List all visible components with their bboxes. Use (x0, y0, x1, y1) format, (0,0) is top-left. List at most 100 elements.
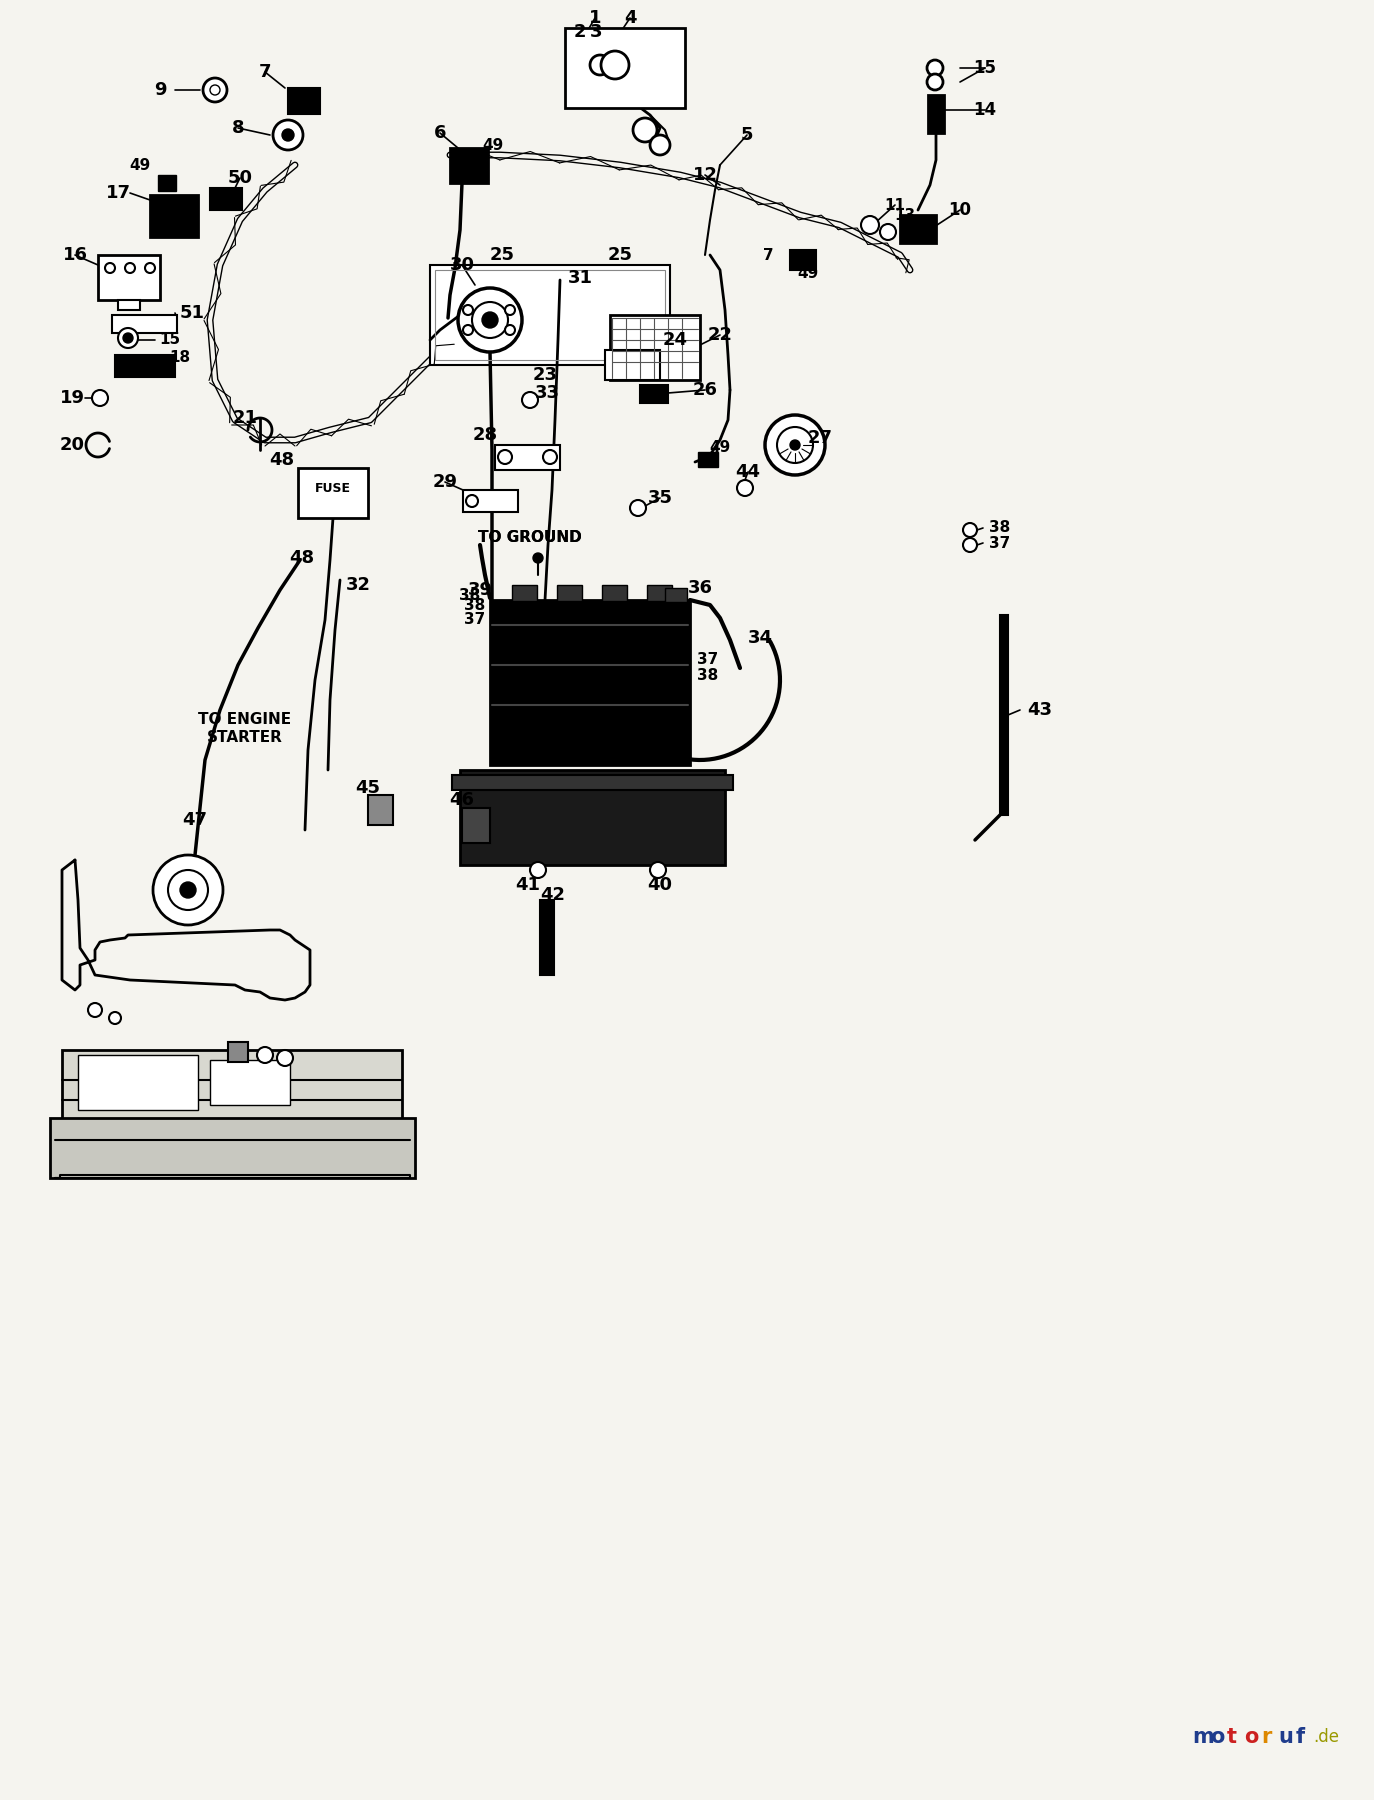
Circle shape (180, 882, 196, 898)
Bar (640, 385, 668, 403)
Text: 30: 30 (449, 256, 474, 274)
Bar (118, 301, 140, 310)
Circle shape (530, 862, 545, 878)
Circle shape (92, 391, 109, 407)
Text: 34: 34 (747, 628, 772, 646)
Text: 36: 36 (687, 580, 713, 598)
Circle shape (278, 1049, 293, 1066)
Circle shape (482, 311, 497, 328)
Text: TO ENGINE: TO ENGINE (198, 713, 291, 727)
Text: 2: 2 (574, 23, 587, 41)
Bar (436, 270, 665, 360)
Text: 3: 3 (589, 23, 602, 41)
Circle shape (631, 500, 646, 517)
Circle shape (879, 223, 896, 239)
Text: u: u (1279, 1726, 1293, 1748)
Text: t: t (1227, 1726, 1237, 1748)
Circle shape (203, 77, 227, 103)
Bar (647, 585, 672, 601)
Circle shape (153, 855, 223, 925)
Text: 48: 48 (269, 452, 294, 470)
Text: 26: 26 (692, 382, 717, 400)
Bar (460, 770, 725, 866)
Text: 13: 13 (894, 207, 915, 223)
Circle shape (533, 553, 543, 563)
Circle shape (466, 495, 478, 508)
Bar (556, 585, 583, 601)
Text: 16: 16 (62, 247, 88, 265)
Circle shape (589, 56, 610, 76)
Bar (462, 808, 491, 842)
Bar (298, 468, 368, 518)
Text: 37: 37 (698, 653, 719, 668)
Text: 38: 38 (989, 520, 1011, 536)
Bar (462, 155, 484, 173)
Circle shape (463, 304, 473, 315)
Text: 11: 11 (885, 198, 905, 212)
Circle shape (473, 302, 508, 338)
Text: 24: 24 (662, 331, 687, 349)
Bar (540, 900, 554, 976)
Text: 48: 48 (290, 549, 315, 567)
Circle shape (463, 326, 473, 335)
Text: 18: 18 (169, 351, 191, 365)
Bar (430, 265, 671, 365)
Bar (78, 1055, 198, 1111)
Bar (158, 175, 176, 191)
Text: FUSE: FUSE (315, 481, 350, 495)
Text: 14: 14 (973, 101, 996, 119)
Bar (698, 452, 719, 466)
Text: 22: 22 (708, 326, 732, 344)
Text: 5: 5 (741, 126, 753, 144)
Bar (113, 315, 177, 333)
Circle shape (790, 439, 800, 450)
Bar (451, 148, 488, 184)
Text: TO GROUND: TO GROUND (478, 531, 581, 545)
Text: 32: 32 (345, 576, 371, 594)
Text: 49: 49 (709, 441, 731, 455)
Text: 8: 8 (232, 119, 245, 137)
Text: STARTER: STARTER (207, 731, 283, 745)
Bar (289, 88, 320, 113)
Bar (115, 355, 174, 376)
Circle shape (861, 216, 879, 234)
Circle shape (650, 862, 666, 878)
Text: 25: 25 (607, 247, 632, 265)
Circle shape (146, 263, 155, 274)
Text: 49: 49 (482, 137, 504, 153)
Bar (602, 585, 627, 601)
Bar (565, 29, 686, 108)
Circle shape (736, 481, 753, 497)
Circle shape (125, 263, 135, 274)
Circle shape (458, 288, 522, 353)
Bar (368, 796, 393, 824)
Circle shape (506, 326, 515, 335)
Text: 37: 37 (464, 612, 485, 628)
Text: 20: 20 (59, 436, 84, 454)
Circle shape (963, 524, 977, 536)
Text: 35: 35 (647, 490, 672, 508)
Text: TO GROUND: TO GROUND (478, 531, 581, 545)
Bar (210, 187, 242, 211)
Text: 6: 6 (434, 124, 447, 142)
Circle shape (543, 450, 556, 464)
Text: 37: 37 (989, 536, 1011, 551)
Text: r: r (1261, 1726, 1272, 1748)
Circle shape (963, 538, 977, 553)
Bar (98, 256, 159, 301)
Text: 7: 7 (763, 247, 774, 263)
Circle shape (210, 85, 220, 95)
Text: 50: 50 (228, 169, 253, 187)
Circle shape (168, 869, 207, 911)
Bar (665, 589, 687, 601)
Text: 23: 23 (533, 365, 558, 383)
Text: 41: 41 (515, 877, 540, 895)
Bar (1000, 616, 1009, 815)
Circle shape (104, 263, 115, 274)
Bar (49, 1118, 415, 1177)
Circle shape (522, 392, 539, 409)
Text: 46: 46 (449, 790, 474, 808)
Text: 43: 43 (1028, 700, 1052, 718)
Text: 51: 51 (180, 304, 205, 322)
Bar (491, 599, 690, 765)
